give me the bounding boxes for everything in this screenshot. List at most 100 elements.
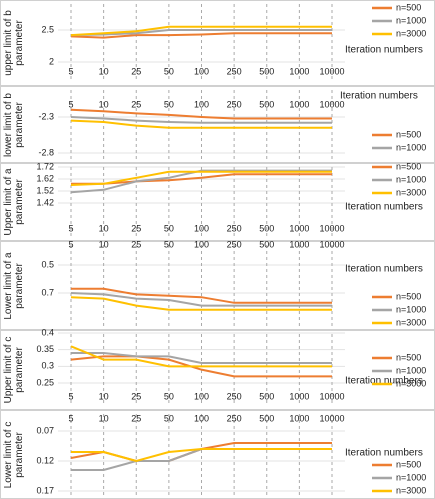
- x-tick-label: 50: [164, 413, 174, 423]
- x-tick-label: 100: [194, 239, 209, 249]
- series-line: [70, 292, 332, 307]
- y-tick-label: 2.5: [41, 24, 54, 34]
- x-tick-label: 100: [194, 66, 209, 76]
- legend-label: n=3000: [396, 28, 426, 38]
- x-tick-label: 50: [164, 391, 174, 401]
- x-tick-label: 25: [131, 223, 141, 233]
- x-tick-label: 5: [68, 99, 73, 109]
- y-axis-label: upper limit of b parameter: [3, 10, 25, 76]
- series-line: [71, 352, 332, 364]
- y-tick-label: 1.42: [36, 197, 54, 207]
- legend-label: n=3000: [396, 187, 426, 197]
- y-axis-label: lower limit of b parameter: [3, 92, 25, 157]
- legend-label: n=3000: [396, 317, 426, 327]
- x-tick-label: 10: [99, 66, 109, 76]
- legend-label: n=1000: [396, 15, 426, 25]
- x-tick-label: 100: [194, 223, 209, 233]
- y-tick-label: -2.8: [38, 147, 54, 157]
- x-tick-label: 5: [68, 239, 73, 249]
- x-tick-label: 250: [227, 239, 242, 249]
- x-tick-label: 1000: [289, 413, 309, 423]
- series-line: [70, 169, 332, 194]
- y-axis-label: Upper limit of c parameter: [3, 336, 25, 404]
- series-line: [70, 108, 332, 120]
- y-axis-label: Lower limit of c parameter: [3, 421, 25, 488]
- x-tick-label: 1000: [289, 239, 309, 249]
- x-tick-label: 25: [131, 99, 141, 109]
- y-tick-label: -2.3: [38, 111, 54, 121]
- x-tick-label: 1000: [289, 391, 309, 401]
- legend-label: n=500: [396, 2, 421, 12]
- y-tick-label: 0.07: [36, 425, 54, 435]
- x-tick-label: 5: [68, 391, 73, 401]
- x-tick-label: 10000: [319, 223, 344, 233]
- x-tick-label: 10: [99, 413, 109, 423]
- y-tick-label: 1.62: [36, 173, 54, 183]
- legend-label: n=500: [396, 129, 421, 139]
- series-line: [70, 25, 332, 37]
- y-tick-label: 0.17: [36, 485, 54, 495]
- x-tick-label: 250: [227, 99, 242, 109]
- legend-label: n=3000: [396, 485, 426, 495]
- x-tick-label: 100: [194, 99, 209, 109]
- x-tick-label: 50: [164, 99, 174, 109]
- x-tick-label: 100: [194, 391, 209, 401]
- y-tick-label: 0.35: [36, 344, 54, 354]
- y-tick-label: 0.25: [36, 377, 54, 387]
- x-tick-label: 500: [259, 391, 274, 401]
- legend-label: n=500: [396, 291, 421, 301]
- legend-label: n=500: [396, 161, 421, 171]
- x-tick-label: 1000: [289, 223, 309, 233]
- x-tick-label: 250: [227, 391, 242, 401]
- x-tick-label: 1000: [289, 66, 309, 76]
- legend-label: n=1000: [396, 142, 426, 152]
- y-tick-label: 0.4: [41, 327, 54, 337]
- x-tick-label: 25: [131, 413, 141, 423]
- x-tick-label: 25: [131, 66, 141, 76]
- x-tick-label: 10: [99, 223, 109, 233]
- x-tick-label: 10000: [319, 99, 344, 109]
- y-tick-label: 0.12: [36, 455, 54, 465]
- x-tick-label: 500: [259, 223, 274, 233]
- y-tick-label: 1.52: [36, 185, 54, 195]
- x-tick-label: 10000: [319, 239, 344, 249]
- x-tick-label: 10: [99, 239, 109, 249]
- x-tick-label: 250: [227, 413, 242, 423]
- x-axis-label: Iteration numbers: [340, 91, 418, 102]
- y-axis-label: Upper limit of a parameter: [3, 168, 25, 236]
- x-tick-label: 10000: [319, 66, 344, 76]
- x-tick-label: 50: [164, 239, 174, 249]
- series-line: [70, 116, 332, 124]
- legend-label: n=1000: [396, 365, 426, 375]
- legend-label: n=500: [396, 459, 421, 469]
- x-tick-label: 50: [164, 66, 174, 76]
- x-axis-label: Iteration numbers: [345, 264, 423, 275]
- legend-label: n=3000: [396, 378, 426, 388]
- series-line: [70, 296, 332, 311]
- x-tick-label: 250: [227, 223, 242, 233]
- x-tick-label: 100: [194, 413, 209, 423]
- series-line: [70, 32, 332, 39]
- x-tick-label: 10000: [319, 413, 344, 423]
- legend-label: n=500: [396, 352, 421, 362]
- x-tick-label: 10000: [319, 391, 344, 401]
- y-tick-label: 2: [49, 56, 54, 66]
- x-tick-label: 5: [68, 413, 73, 423]
- legend-label: n=1000: [396, 472, 426, 482]
- x-tick-label: 25: [131, 239, 141, 249]
- x-tick-label: 500: [259, 66, 274, 76]
- y-tick-label: 0.3: [41, 361, 54, 371]
- y-tick-label: 0.5: [41, 259, 54, 269]
- x-tick-label: 10: [99, 99, 109, 109]
- panel-border: [0, 0, 435, 86]
- x-tick-label: 250: [227, 66, 242, 76]
- series-line: [71, 173, 332, 185]
- x-tick-label: 5: [68, 66, 73, 76]
- y-tick-label: 0.7: [41, 287, 54, 297]
- panel-border: [0, 241, 435, 330]
- series-line: [71, 287, 332, 304]
- x-tick-label: 500: [259, 99, 274, 109]
- x-axis-label: Iteration numbers: [345, 202, 423, 213]
- y-axis-label: Lower limit of a parameter: [3, 251, 25, 320]
